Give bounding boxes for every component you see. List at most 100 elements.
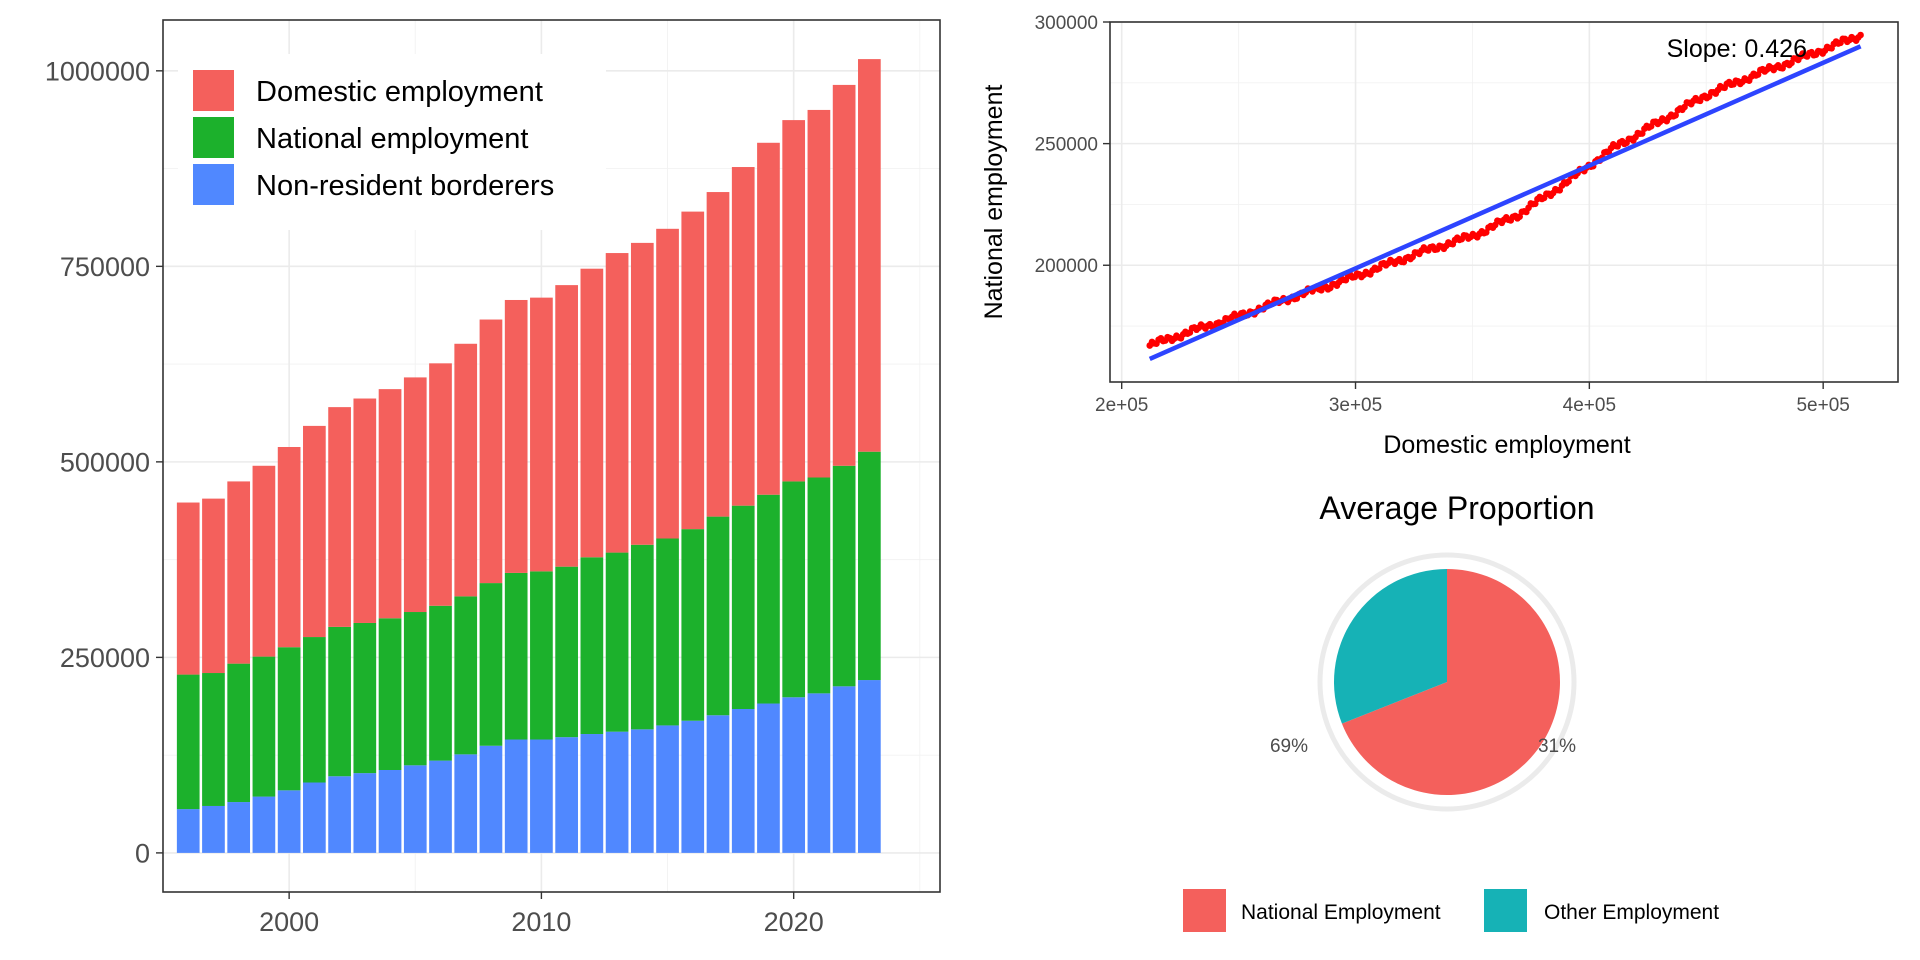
bar-national-employment-2001 [303,637,326,783]
pie-labels: 69% 31% [1270,736,1576,757]
bar-national-employment-2014 [630,544,654,730]
bar-domestic-employment-2001 [303,425,326,638]
bar-non-resident-borderers-2012 [580,734,604,853]
bar-domestic-employment-2022 [832,84,856,466]
pie-slice-other-employment [1334,569,1447,724]
scatter-x-tick-label: 4e+05 [1563,395,1616,416]
bar-domestic-employment-1996 [176,502,200,675]
scatter-point [1672,111,1679,119]
bar-x-tick-label: 2010 [511,907,571,937]
bar-national-employment-1999 [252,656,276,797]
bar-domestic-employment-2002 [328,407,351,627]
bar-national-employment-2002 [328,626,351,777]
bar-domestic-employment-2017 [706,192,730,517]
pie-percent-label: 31% [1538,736,1576,757]
bar-y-tick-label: 0 [135,838,150,868]
bar-non-resident-borderers-2008 [479,745,503,853]
bar-national-employment-2013 [605,552,629,732]
legend-label-national-employment: National employment [256,123,528,155]
bar-non-resident-borderers-2011 [555,737,578,853]
bar-domestic-employment-2005 [403,377,427,613]
scatter-axes: 2e+05 3e+05 4e+05 5e+05 200000 250000 300000 [1035,13,1850,416]
bar-non-resident-borderers-1997 [202,805,225,853]
bar-domestic-employment-2016 [681,211,705,530]
bar-national-employment-2004 [378,618,402,770]
bar-domestic-employment-2020 [782,120,806,482]
bar-national-employment-2019 [757,494,780,704]
regression-line [1148,44,1862,361]
legend-key-domestic-employment [193,70,234,111]
bar-domestic-employment-2003 [353,398,377,623]
scatter-point [1565,178,1572,185]
bar-domestic-employment-2008 [479,319,503,584]
pie-percent-label: 69% [1270,736,1308,757]
bar-domestic-employment-1997 [202,498,225,674]
pie-legend-label-other-employment: Other Employment [1544,901,1719,924]
scatter-panel-frame [1109,21,1899,383]
bar-non-resident-borderers-2017 [706,715,730,853]
bar-national-employment-2015 [656,538,679,726]
bar-non-resident-borderers-2003 [353,773,377,853]
bar-non-resident-borderers-2016 [681,720,705,853]
slope-annotation: Slope: 0.426 [1667,35,1807,63]
scatter-y-tick-label: 300000 [1035,13,1098,34]
bar-non-resident-borderers-2006 [429,760,452,853]
legend-label-domestic-employment: Domestic employment [256,76,543,108]
bar-domestic-employment-1998 [227,481,251,664]
bar-national-employment-2020 [782,481,806,698]
bar-y-tick-label: 250000 [60,643,150,673]
legend-key-non-resident-borderers [193,164,234,205]
bar-domestic-employment-2018 [731,167,755,506]
bar-non-resident-borderers-2018 [731,708,755,853]
bar-domestic-employment-2007 [454,343,478,597]
scatter-y-tick-label: 200000 [1035,256,1098,277]
bar-national-employment-2003 [353,622,377,774]
scatter-x-tick-label: 3e+05 [1329,395,1382,416]
pie-title: Average Proportion [1319,490,1594,526]
bar-domestic-employment-2019 [757,142,780,495]
bar-national-employment-2022 [832,465,856,687]
legend-key-national-employment [193,117,234,158]
bar-non-resident-borderers-2005 [403,765,427,853]
pie-legend-label-national-employment: National Employment [1241,901,1441,924]
pie-legend-key-national-employment [1183,889,1226,932]
bar-domestic-employment-2013 [605,253,629,553]
bar-national-employment-2005 [403,612,427,766]
bar-non-resident-borderers-2004 [378,769,402,853]
scatter-point [1857,31,1864,39]
bar-axes: 2000 2010 2020 0 250000 500000 750000 1000000 [45,56,824,937]
bar-national-employment-2018 [731,505,755,709]
pie-legend-key-other-employment [1484,889,1527,932]
stacked-bar-chart: 2000 2010 2020 0 250000 500000 750000 1000000 D… [45,19,941,937]
pie-chart: Average Proportion 69% 31% National Emplo… [1183,490,1719,932]
bar-national-employment-2012 [580,557,604,735]
bar-national-employment-1998 [227,663,251,803]
bar-domestic-employment-2004 [378,389,402,619]
bar-domestic-employment-2015 [656,228,679,539]
bar-non-resident-borderers-2021 [807,693,831,853]
scatter-x-tick-label: 2e+05 [1095,395,1148,416]
bar-non-resident-borderers-1996 [176,809,200,853]
bar-national-employment-2006 [429,605,452,761]
bar-non-resident-borderers-2007 [454,754,478,853]
bar-domestic-employment-2011 [555,285,578,567]
bar-series [176,59,881,853]
legend-label-non-resident-borderers: Non-resident borderers [256,170,554,202]
scatter-x-tick-label: 5e+05 [1796,395,1849,416]
bar-non-resident-borderers-2009 [504,739,528,853]
bar-non-resident-borderers-2013 [605,731,629,853]
bar-domestic-employment-2006 [429,363,452,606]
bar-non-resident-borderers-2020 [782,697,806,853]
bar-national-employment-1997 [202,673,225,806]
pie-slice-national-employment [1341,569,1560,796]
bar-x-tick-label: 2000 [259,907,319,937]
bar-national-employment-2010 [530,571,553,740]
bar-non-resident-borderers-2010 [530,739,553,853]
bar-non-resident-borderers-2000 [277,790,301,853]
pie-outline [1317,552,1577,812]
scatter-chart: 2e+05 3e+05 4e+05 5e+05 200000 250000 300000 S… [980,13,1899,459]
bar-y-tick-label: 1000000 [45,56,150,86]
bar-non-resident-borderers-2022 [832,686,856,853]
bar-non-resident-borderers-2001 [303,782,326,853]
